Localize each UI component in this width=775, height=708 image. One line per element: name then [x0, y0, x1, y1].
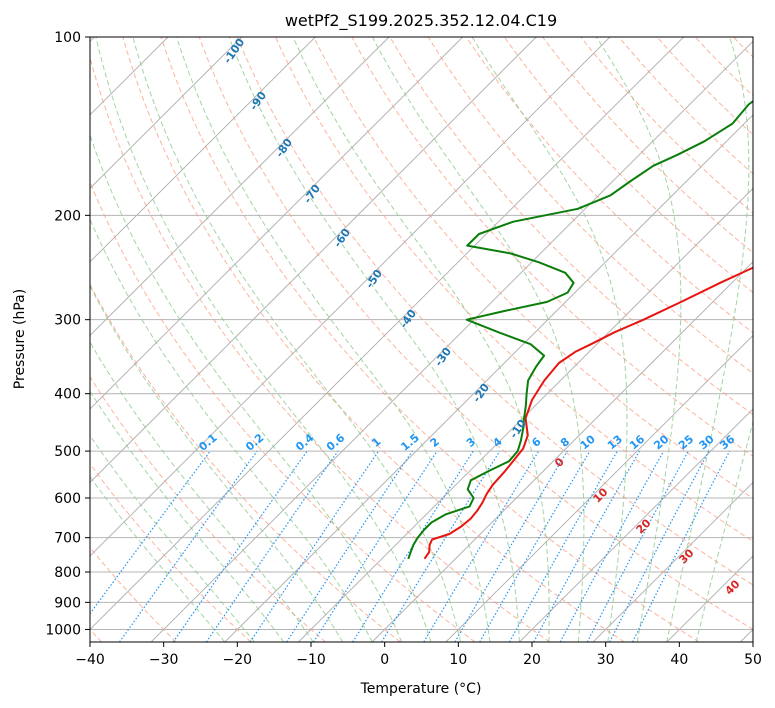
x-tick-label: −20: [223, 652, 253, 668]
mixing-ratio-line: [586, 450, 689, 642]
moist-adiabat-line: [471, 37, 628, 642]
isotherm-line: [445, 334, 753, 642]
mixing-ratio-line: [559, 450, 665, 642]
isotherm-line: [90, 37, 464, 410]
moist-adiabat-line: [90, 475, 226, 642]
chart-title: wetPf2_S199.2025.352.12.04.C19: [285, 11, 557, 31]
plot-frame: [89, 36, 754, 643]
isotherm-line: [371, 261, 753, 642]
moist-adiabat-line: [95, 37, 432, 642]
y-axis-label: Pressure (hPa): [12, 289, 28, 389]
y-axis: 100 200 300 400 500 600 700 800 900 1000: [45, 30, 90, 638]
y-tick-label: 1000: [45, 622, 81, 638]
x-tick-label: 40: [670, 652, 688, 668]
isotherm-line: [90, 37, 316, 263]
y-tick-label: 600: [54, 491, 81, 507]
isotherm-line: [90, 37, 685, 631]
isotherm-line: [150, 40, 753, 642]
dry-adiabat-line: [198, 37, 753, 631]
dry-adiabat-line: [122, 37, 625, 642]
dry-adiabat-line: [580, 37, 753, 214]
mixing-ratio-line: [312, 450, 438, 642]
x-tick-label: −30: [149, 652, 179, 668]
isotherm-line: [519, 408, 753, 642]
x-tick-label: 50: [744, 652, 762, 668]
dry-adiabat-line: [90, 55, 550, 642]
dewpoint-profile-line: [407, 100, 753, 560]
dry-adiabat-line: [275, 37, 753, 542]
mixing-ratio-line: [508, 450, 618, 642]
isotherm-line: [90, 37, 611, 557]
moist-adiabat-line: [90, 341, 314, 642]
x-tick-label: 20: [523, 652, 541, 668]
moist-adiabat-line: [595, 37, 682, 642]
moist-adiabat-line: [90, 284, 344, 642]
isotherm-line: [90, 37, 390, 337]
mixing-ratio-line: [119, 450, 258, 642]
dry-adiabat-line: [90, 283, 401, 642]
moist-adiabat-line: [371, 37, 585, 642]
moist-adiabat-line: [176, 37, 491, 642]
moist-adiabat-line: [90, 218, 373, 642]
mixing-ratio-line: [381, 450, 501, 642]
moist-adiabat-line: [132, 37, 461, 642]
mixing-ratio-line: [90, 450, 211, 615]
dry-adiabat-line: [160, 37, 700, 642]
y-tick-label: 800: [54, 565, 81, 581]
y-tick-label: 500: [54, 444, 81, 460]
mixing-ratio-line: [172, 450, 308, 642]
y-tick-label: 300: [54, 313, 81, 329]
isotherm-line: [90, 37, 537, 484]
mixing-ratio-line: [609, 450, 710, 642]
x-axis: −40 −30 −20 −10 0 10 20 30 40 50: [75, 642, 762, 668]
isotherm-line: [90, 37, 243, 190]
x-tick-label: 30: [597, 652, 615, 668]
isotherm-line: [592, 481, 753, 642]
dry-adiabat-line: [313, 37, 753, 499]
dry-adiabat-line: [90, 180, 476, 642]
dry-adiabat-line: [503, 37, 753, 294]
x-tick-label: 10: [449, 652, 467, 668]
moist-adiabat-line: [292, 37, 550, 642]
mixing-ratio-line: [286, 450, 413, 642]
mixing-ratio-line: [632, 450, 731, 642]
y-tick-label: 400: [54, 387, 81, 403]
mixing-ratio-line: [533, 450, 640, 642]
x-tick-label: 0: [380, 652, 389, 668]
mixing-ratio-line: [479, 450, 591, 642]
plot-background: [90, 37, 753, 642]
dry-adiabat-line: [90, 375, 326, 642]
mixing-ratio-line: [205, 450, 339, 642]
temperature-profile-line: [423, 266, 753, 560]
moist-adiabat-line: [695, 420, 753, 642]
x-tick-label: −40: [75, 652, 105, 668]
dry-adiabat-line: [236, 37, 753, 586]
series-lines: [407, 100, 753, 560]
moist-adiabat-line: [666, 37, 750, 642]
y-tick-label: 100: [54, 30, 81, 46]
dry-adiabat-line: [772, 37, 775, 642]
y-tick-label: 200: [54, 208, 81, 224]
background-lines: [90, 37, 775, 642]
y-tick-label: 700: [54, 531, 81, 547]
y-tick-label: 900: [54, 595, 81, 611]
dry-adiabat-line: [389, 37, 753, 416]
moist-adiabat-line: [90, 434, 255, 642]
isotherm-line: [224, 114, 753, 642]
dry-adiabat-line: [465, 37, 753, 334]
moist-adiabat-line: [228, 37, 520, 642]
x-axis-label: Temperature (°C): [360, 681, 482, 697]
x-tick-label: −10: [296, 652, 326, 668]
